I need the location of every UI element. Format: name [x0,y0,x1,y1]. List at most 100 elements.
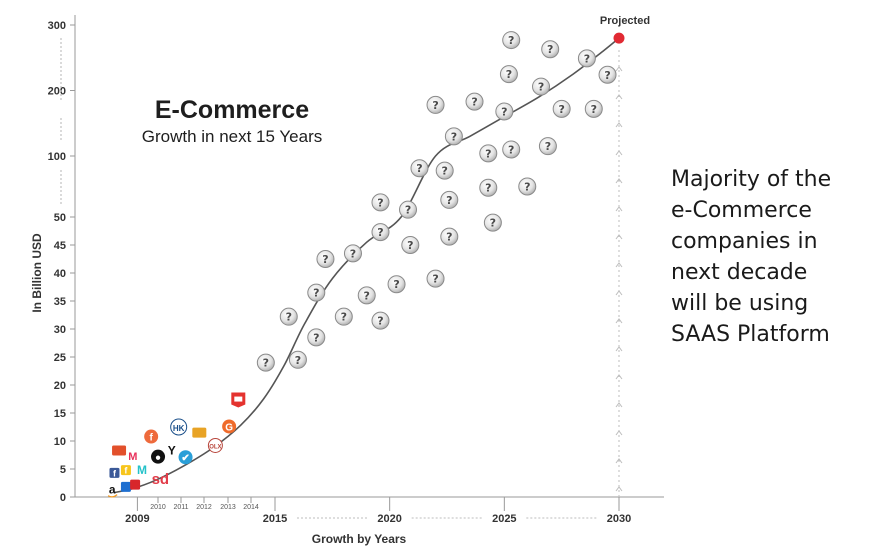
x-minor-tick-label: 2012 [196,504,212,511]
projection-arrow [615,94,623,100]
side-note-line: will be using [671,291,809,316]
unknown-company-marker: ? [502,31,521,50]
x-tick-label: 2020 [377,513,401,525]
amazon-mark: a [109,483,116,497]
projection-arrow [615,150,623,156]
company-logo-grofers: G [222,419,237,434]
question-mark-icon: ? [485,147,491,160]
projection-arrow [615,206,623,212]
projected-point [613,32,625,44]
unknown-company-marker: ? [410,159,429,178]
y-tick-label: 25 [54,352,66,364]
unknown-company-marker: ? [598,65,617,84]
question-mark-icon: ? [377,196,383,209]
y-tick-label: 50 [54,212,66,224]
question-mark-icon: ? [508,34,514,47]
company-logo-olacabs: ● [151,449,166,464]
unknown-company-marker: ? [357,286,376,305]
y-tick-label: 100 [48,151,66,163]
coin-icon [440,190,459,209]
question-mark-icon: ? [604,69,610,82]
coin-icon [357,286,376,305]
unknown-company-marker: ? [316,250,335,268]
question-mark-icon: ? [313,331,319,344]
question-mark-icon: ? [407,239,413,252]
flipkart-mark: f [124,466,128,476]
trend-line-group [114,37,620,494]
myntra-mark: M [128,451,137,463]
trend-line [114,37,620,494]
healthkart-icon [170,418,188,436]
x-tick-label: 2015 [263,513,287,525]
y-tick-label: 30 [54,324,66,336]
unknown-company-marker: ? [552,99,571,118]
side-note-line: next decade [671,260,808,285]
olacabs-icon [151,449,166,464]
coin-icon [440,227,459,246]
y-tick-label: 0 [60,492,66,504]
coin-icon [387,275,406,294]
coin-icon [316,250,335,268]
coin-icon [541,40,560,59]
meesho-mark: M [137,463,147,477]
coin-icon [532,77,551,96]
coin-icon [598,65,617,84]
company-logo-bigbasket [231,392,246,408]
coin-icon [465,92,484,111]
freecharge-icon [144,429,159,444]
x-minor-tick-label: 2014 [243,504,259,511]
flipkart-icon [120,465,131,476]
coin-icon [426,95,445,114]
projection-arrow [615,262,623,268]
coin-icon [538,137,557,156]
coin-icon [426,269,445,288]
company-logo-firstcry [130,479,141,490]
side-note-line: SAAS Platform [671,322,830,347]
company-logo-zomato [192,427,207,438]
coin-icon [410,159,429,178]
coin-icon [371,193,390,212]
projection-arrow [615,178,623,184]
x-tick-label: 2009 [125,513,149,525]
projected-group: Projected [600,15,650,44]
yebhi-mark: Y [168,443,176,457]
y-tick-label: 10 [54,436,66,448]
projection-arrow [615,486,623,492]
unknown-company-marker: ? [371,311,390,330]
unknown-company-marker: ? [483,213,502,232]
coin-icon [307,283,326,302]
unknown-company-marker: ? [532,77,551,96]
unknown-companies-group: ?????????????????????????????????????? [256,31,617,372]
coin-icon [552,99,571,118]
unknown-company-marker: ? [541,40,560,59]
projection-arrow [615,234,623,240]
projected-label: Projected [600,15,650,27]
company-logo-amazon: a [107,483,118,498]
company-logo-myntra: M [128,451,137,463]
snapdeal-box-icon [112,445,127,456]
company-logo-olx: OLX [207,437,223,453]
question-mark-icon: ? [313,287,319,300]
coin-icon [479,178,498,197]
projection-arrow [615,122,623,128]
facebook-mark: f [113,468,117,478]
unknown-company-marker: ? [435,161,454,180]
question-mark-icon: ? [584,52,590,65]
question-mark-icon: ? [295,354,301,367]
question-mark-icon: ? [591,103,597,116]
unknown-company-marker: ? [444,127,463,146]
side-note: Majority of the e-Commerce companies in … [671,164,881,350]
company-logo-snapdeal: sd [152,471,170,488]
coin-icon [502,140,521,159]
chart-title: E-Commerce [154,96,310,124]
question-mark-icon: ? [508,143,514,156]
olx-mark: OLX [209,444,221,450]
question-mark-icon: ? [501,105,507,118]
olacabs-mark: ● [155,453,161,464]
coin-icon [584,99,603,118]
company-logo-flipkart: f [120,465,131,476]
unknown-company-marker: ? [465,92,484,111]
unknown-company-marker: ? [584,99,603,118]
company-logo-healthkart: HK [170,418,188,436]
